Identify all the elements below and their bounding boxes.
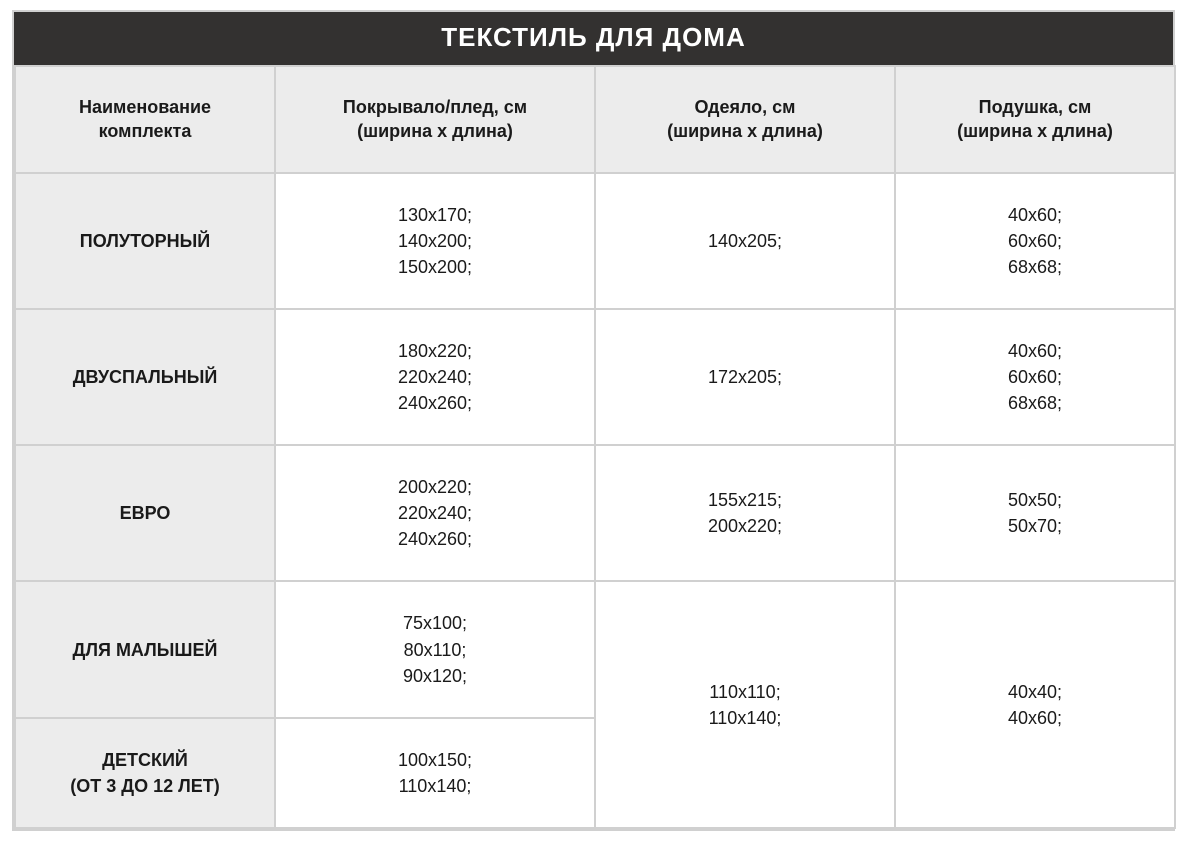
col-header-blanket: Одеяло, см (ширина х длина) — [595, 66, 895, 173]
row-name: ПОЛУТОРНЫЙ — [15, 173, 275, 309]
cell-pillow: 50х50; 50х70; — [895, 445, 1175, 581]
table-row: ДЛЯ МАЛЫШЕЙ 75x100; 80x110; 90x120; 110х… — [15, 581, 1175, 717]
cell-cover: 75x100; 80x110; 90x120; — [275, 581, 595, 717]
cell-pillow: 40х60; 60х60; 68х68; — [895, 309, 1175, 445]
cell-blanket: 155х215; 200х220; — [595, 445, 895, 581]
cell-cover: 130х170; 140х200; 150х200; — [275, 173, 595, 309]
row-name: ДЛЯ МАЛЫШЕЙ — [15, 581, 275, 717]
row-name: ДЕТСКИЙ (ОТ 3 ДО 12 ЛЕТ) — [15, 718, 275, 828]
col-header-name: Наименование комплекта — [15, 66, 275, 173]
cell-blanket: 140х205; — [595, 173, 895, 309]
table-row: ПОЛУТОРНЫЙ 130х170; 140х200; 150х200; 14… — [15, 173, 1175, 309]
cell-cover: 200х220; 220х240; 240х260; — [275, 445, 595, 581]
table-row: ЕВРО 200х220; 220х240; 240х260; 155х215;… — [15, 445, 1175, 581]
size-table-container: ТЕКСТИЛЬ ДЛЯ ДОМА Наименование комплекта… — [12, 10, 1175, 831]
table-row: ДВУСПАЛЬНЫЙ 180х220; 220х240; 240х260; 1… — [15, 309, 1175, 445]
cell-cover: 100х150; 110х140; — [275, 718, 595, 828]
col-header-pillow: Подушка, см (ширина х длина) — [895, 66, 1175, 173]
cell-blanket: 172х205; — [595, 309, 895, 445]
table-title: ТЕКСТИЛЬ ДЛЯ ДОМА — [14, 12, 1173, 65]
row-name: ДВУСПАЛЬНЫЙ — [15, 309, 275, 445]
cell-blanket-merged: 110х110; 110х140; — [595, 581, 895, 827]
cell-pillow-merged: 40х40; 40х60; — [895, 581, 1175, 827]
size-table: Наименование комплекта Покрывало/плед, с… — [14, 65, 1176, 829]
cell-pillow: 40х60; 60х60; 68х68; — [895, 173, 1175, 309]
cell-cover: 180х220; 220х240; 240х260; — [275, 309, 595, 445]
row-name: ЕВРО — [15, 445, 275, 581]
table-header-row: Наименование комплекта Покрывало/плед, с… — [15, 66, 1175, 173]
col-header-cover: Покрывало/плед, см (ширина х длина) — [275, 66, 595, 173]
